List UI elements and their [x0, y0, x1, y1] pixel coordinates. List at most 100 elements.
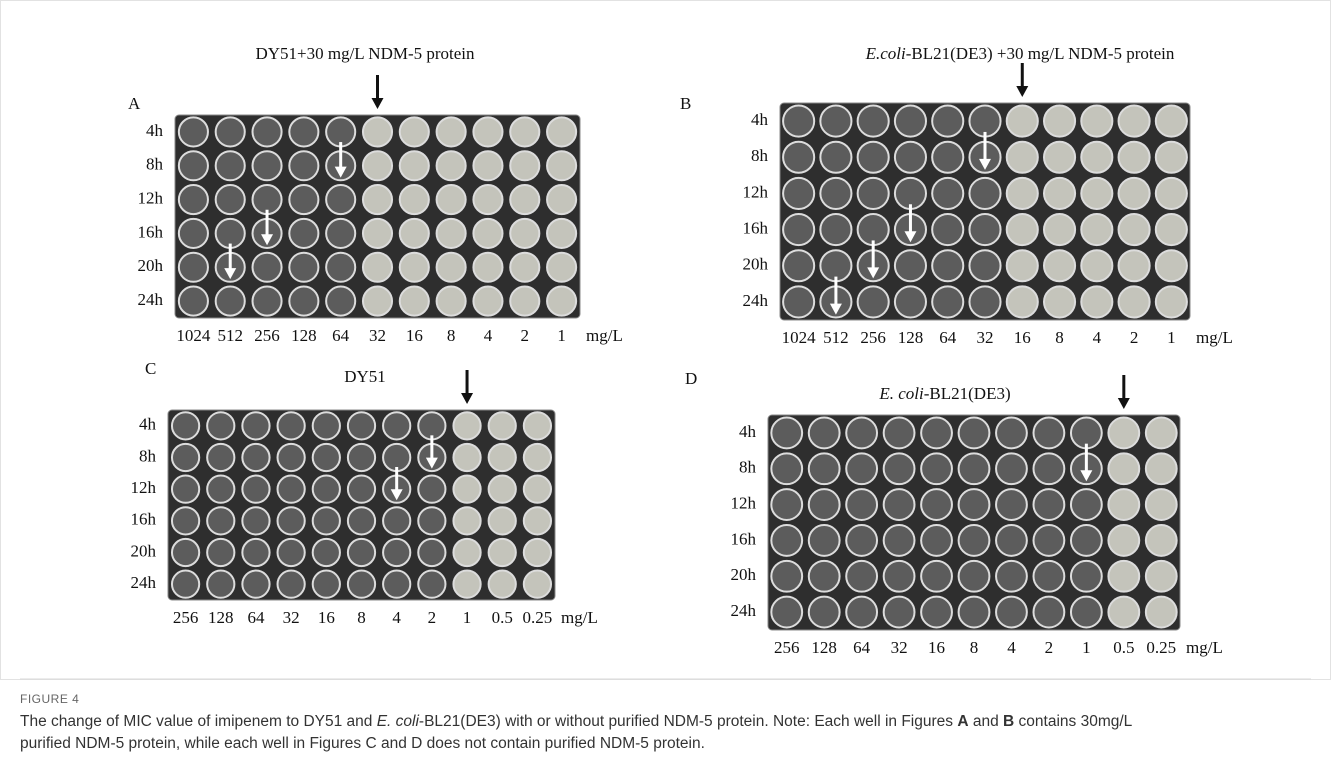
row-label: 24h [131, 573, 157, 592]
well [1119, 286, 1150, 317]
column-label: 512 [823, 328, 849, 347]
row-label: 8h [751, 146, 769, 165]
well [820, 106, 851, 137]
well [289, 219, 318, 248]
well [996, 453, 1027, 484]
column-label: 256 [173, 608, 199, 627]
well [1071, 561, 1102, 592]
well [771, 525, 802, 556]
column-label: 4 [1007, 638, 1016, 657]
well [289, 253, 318, 282]
column-label: 32 [283, 608, 300, 627]
well [524, 412, 551, 439]
panel-title: E. coli-BL21(DE3) [878, 384, 1010, 403]
column-label: 32 [891, 638, 908, 657]
well [1108, 525, 1139, 556]
panel: CDY514h8h12h16h20h24h25612864321684210.5… [131, 359, 598, 627]
panel: DE. coli-BL21(DE3)4h8h12h16h20h24h256128… [685, 369, 1223, 657]
arrow-head [372, 98, 384, 109]
row-label: 8h [146, 155, 164, 174]
well [172, 539, 199, 566]
well [1108, 489, 1139, 520]
arrow-head [461, 393, 473, 404]
column-label: 0.5 [1113, 638, 1134, 657]
caption-part: B [1003, 713, 1014, 730]
well [453, 476, 480, 503]
well [959, 453, 990, 484]
well [326, 219, 355, 248]
well [1034, 597, 1065, 628]
panel-letter: A [128, 94, 141, 113]
well [1007, 250, 1038, 281]
caption-part: E. coli [377, 713, 419, 730]
well [313, 476, 340, 503]
caption-part: and [969, 713, 1003, 730]
caption: The change of MIC value of imipenem to D… [20, 711, 1180, 755]
well [783, 142, 814, 173]
well [1146, 561, 1177, 592]
well [242, 412, 269, 439]
well [921, 525, 952, 556]
column-label: 8 [970, 638, 979, 657]
well [921, 453, 952, 484]
column-label: 8 [1055, 328, 1064, 347]
well [179, 219, 208, 248]
well [547, 219, 576, 248]
well [278, 412, 305, 439]
column-label: 256 [254, 326, 280, 345]
well [783, 286, 814, 317]
well [959, 489, 990, 520]
well [771, 597, 802, 628]
column-label: 1 [463, 608, 472, 627]
well [1156, 142, 1187, 173]
well [959, 561, 990, 592]
well [1156, 106, 1187, 137]
well [1034, 561, 1065, 592]
well [1156, 286, 1187, 317]
panel-title: DY51+30 mg/L NDM-5 protein [255, 44, 475, 63]
column-label: 16 [1014, 328, 1031, 347]
well [216, 151, 245, 180]
well [1146, 489, 1177, 520]
well [884, 453, 915, 484]
title-part: DY51+30 mg/L NDM-5 protein [255, 44, 475, 63]
well [489, 412, 516, 439]
caption-part: The change of MIC value of imipenem to D… [20, 713, 377, 730]
well [207, 539, 234, 566]
well [453, 507, 480, 534]
column-label: 512 [217, 326, 243, 345]
well [884, 489, 915, 520]
well [400, 185, 429, 214]
well [437, 117, 466, 146]
column-label: 128 [291, 326, 317, 345]
well [959, 418, 990, 449]
well [179, 287, 208, 316]
well [179, 151, 208, 180]
well [172, 444, 199, 471]
well [932, 178, 963, 209]
well [453, 571, 480, 598]
row-label: 16h [138, 222, 164, 241]
well [996, 597, 1027, 628]
well [1044, 286, 1075, 317]
caption-part: A [957, 713, 968, 730]
well [1146, 525, 1177, 556]
well [996, 525, 1027, 556]
row-label: 20h [743, 255, 769, 274]
column-label: 64 [939, 328, 957, 347]
well [242, 476, 269, 503]
well [489, 571, 516, 598]
well [809, 597, 840, 628]
well [278, 539, 305, 566]
column-label: 64 [332, 326, 350, 345]
column-label: 64 [247, 608, 265, 627]
unit-label: mg/L [561, 608, 598, 627]
well [383, 571, 410, 598]
column-label: 8 [447, 326, 456, 345]
row-label: 12h [138, 188, 164, 207]
well [1044, 142, 1075, 173]
well [1081, 250, 1112, 281]
well [473, 287, 502, 316]
well [510, 219, 539, 248]
well [771, 561, 802, 592]
